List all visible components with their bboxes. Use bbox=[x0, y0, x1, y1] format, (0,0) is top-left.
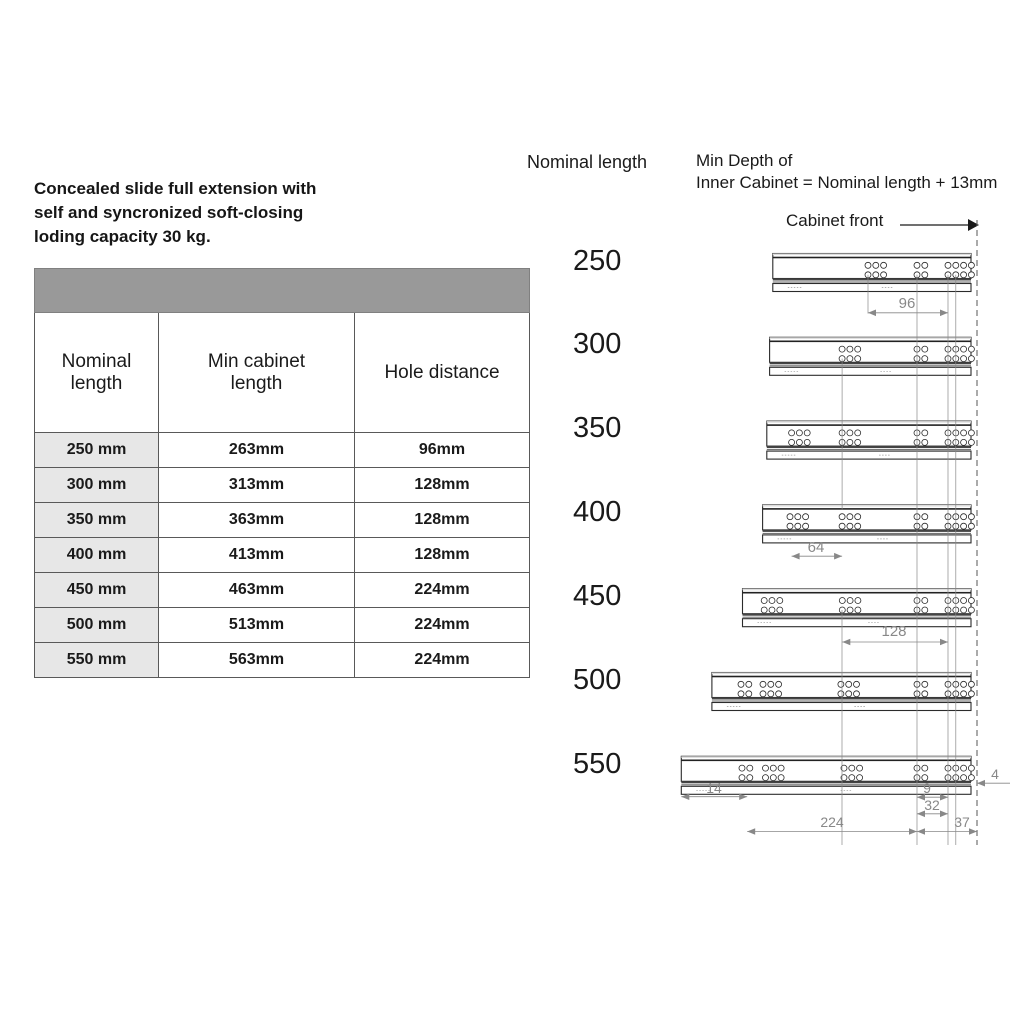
svg-text:224: 224 bbox=[820, 814, 844, 830]
svg-text:37: 37 bbox=[954, 814, 970, 830]
svg-text:64: 64 bbox=[808, 539, 825, 556]
svg-text:32: 32 bbox=[924, 797, 940, 813]
svg-text:9: 9 bbox=[923, 780, 931, 796]
svg-text:96: 96 bbox=[899, 295, 916, 312]
svg-text:14: 14 bbox=[706, 780, 722, 796]
svg-text:128: 128 bbox=[881, 623, 906, 640]
svg-text:4: 4 bbox=[991, 766, 999, 782]
